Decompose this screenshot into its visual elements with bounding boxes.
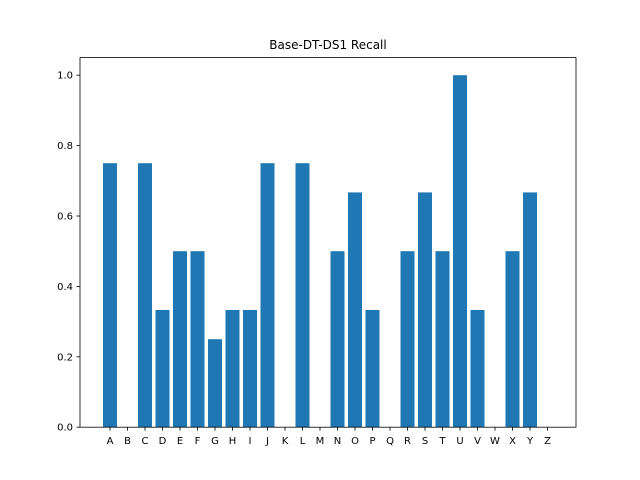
chart-title: Base-DT-DS1 Recall xyxy=(269,38,386,52)
x-tick-label: C xyxy=(142,436,149,447)
y-tick-label: 1.0 xyxy=(57,71,73,82)
x-tick-label: N xyxy=(334,436,341,447)
bar-A xyxy=(103,163,117,428)
x-tick-label: X xyxy=(509,436,516,447)
x-tick-label: M xyxy=(316,436,325,447)
x-tick-label: S xyxy=(422,436,428,447)
bar-H xyxy=(225,309,240,428)
bar-R xyxy=(400,251,415,428)
x-tick-label: U xyxy=(456,436,463,447)
x-tick-label: A xyxy=(107,436,114,447)
x-tick-label: Y xyxy=(526,436,534,447)
x-tick-label: O xyxy=(351,436,359,447)
bar-G xyxy=(208,339,222,428)
x-tick-label: Z xyxy=(544,436,551,447)
y-tick-label: 0.6 xyxy=(57,212,73,223)
x-tick-label: V xyxy=(474,436,481,447)
bar-X xyxy=(505,251,520,428)
y-tick-label: 0.8 xyxy=(57,141,73,152)
y-tick-label: 0.2 xyxy=(57,352,73,363)
bar-L xyxy=(295,163,310,428)
x-tick-label: D xyxy=(159,436,167,447)
bar-P xyxy=(365,309,380,428)
bar-U xyxy=(453,75,467,428)
bar-S xyxy=(418,192,432,428)
plot-frame xyxy=(79,57,577,428)
x-tick-label: T xyxy=(438,436,446,447)
x-tick-label: W xyxy=(490,436,500,447)
bars xyxy=(103,75,537,428)
x-tick-label: G xyxy=(211,436,219,447)
x-tick-label: B xyxy=(124,436,131,447)
x-tick-label: P xyxy=(369,436,375,447)
bar-N xyxy=(330,251,345,428)
bar-T xyxy=(435,251,450,428)
x-tick-label: I xyxy=(249,436,252,447)
bar-C xyxy=(138,163,152,428)
x-tick-label: R xyxy=(404,436,411,447)
x-tick-label: K xyxy=(282,436,289,447)
bar-I xyxy=(243,309,257,428)
bar-D xyxy=(155,309,170,428)
bar-F xyxy=(190,251,205,428)
x-tick-label: J xyxy=(265,436,269,447)
x-tick-label: F xyxy=(195,436,201,447)
y-axis: 0.0 0.2 0.4 0.6 0.8 1.0 xyxy=(57,71,80,434)
y-tick-label: 0.0 xyxy=(57,423,73,434)
y-tick-label: 0.4 xyxy=(57,282,73,293)
bar-Y xyxy=(523,192,537,428)
bar-E xyxy=(173,251,187,428)
x-tick-label: H xyxy=(229,436,237,447)
x-tick-label: E xyxy=(177,436,183,447)
x-tick-label: L xyxy=(300,436,306,447)
bar-J xyxy=(260,163,275,428)
bar-O xyxy=(348,192,362,428)
x-tick-label: Q xyxy=(386,436,394,447)
bar-V xyxy=(470,309,485,428)
